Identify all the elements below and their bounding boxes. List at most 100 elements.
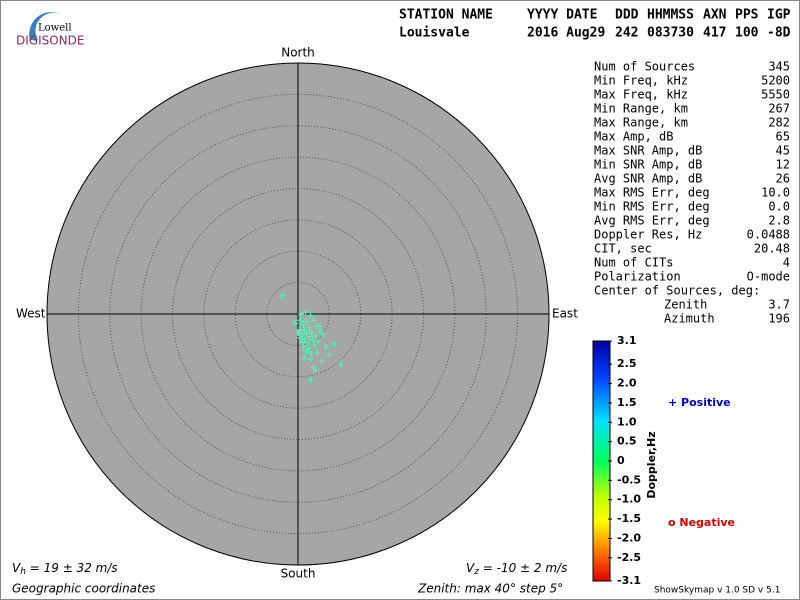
source-point xyxy=(307,312,314,319)
colorbar-tick-label: -1.5 xyxy=(617,512,641,525)
header-label: AXN xyxy=(703,8,727,23)
zenith-note: Zenith: max 40° step 5° xyxy=(417,582,563,596)
stat-label: Avg SNR Amp, dB xyxy=(594,172,702,186)
source-point xyxy=(331,341,338,348)
source-point xyxy=(302,309,309,316)
stat-label: Max Amp, dB xyxy=(594,130,673,144)
stat-label: Min Freq, kHz xyxy=(594,74,688,88)
source-point xyxy=(305,345,312,352)
velocity-sub: z xyxy=(473,567,479,577)
stat-label: Min RMS Err, deg xyxy=(594,200,710,214)
header-label: YYYY DATE xyxy=(527,8,597,23)
source-point xyxy=(316,323,323,330)
source-point xyxy=(301,336,308,343)
stat-value: 20.48 xyxy=(754,242,790,256)
stat-value: O-mode xyxy=(747,270,790,284)
header-value: 100 xyxy=(735,26,759,41)
source-point xyxy=(323,344,330,351)
stat-value: 0.0488 xyxy=(747,228,790,242)
source-point xyxy=(303,330,310,337)
colorbar-tick-label: 2.0 xyxy=(617,377,637,390)
colorbar xyxy=(592,340,611,582)
logo-top: Lowell xyxy=(38,23,72,34)
header-value: 242 xyxy=(615,26,638,41)
stat-value: 45 xyxy=(776,144,790,158)
header-value: Louisvale xyxy=(399,26,470,41)
stat-label: Min Range, km xyxy=(594,102,688,116)
header-value: 2016 Aug29 xyxy=(527,26,605,41)
coordinates-note: Geographic coordinates xyxy=(12,582,155,596)
source-point xyxy=(307,376,314,383)
source-point xyxy=(308,329,315,336)
stat-value: 5200 xyxy=(761,74,790,88)
header-label: PPS xyxy=(735,8,759,23)
colorbar-tick-label: 2.5 xyxy=(617,357,637,370)
stat-value: 10.0 xyxy=(761,186,790,200)
source-point xyxy=(303,348,310,355)
source-point xyxy=(279,292,286,299)
colorbar-tick-label: -1.0 xyxy=(617,493,641,506)
stat-value: 26 xyxy=(776,172,790,186)
source-point xyxy=(301,354,308,361)
header-value: -8D xyxy=(767,26,791,41)
colorbar-tick-label: -0.5 xyxy=(617,473,641,486)
logo-swoosh xyxy=(29,12,60,40)
velocity-vh: Vh = 19 ± 32 m/s xyxy=(12,561,118,577)
direction-north: North xyxy=(281,46,315,60)
source-point xyxy=(301,327,308,334)
stat-label: Max RMS Err, deg xyxy=(594,186,710,200)
logo-bottom: DIGISONDE xyxy=(16,34,84,48)
source-point xyxy=(312,332,319,339)
stat-value: 282 xyxy=(768,116,790,130)
source-point xyxy=(298,331,305,338)
source-point xyxy=(312,367,319,374)
stat-label: Polarization xyxy=(594,270,681,284)
source-point xyxy=(337,361,344,368)
header-label: HHMMSS xyxy=(647,8,694,23)
source-point xyxy=(306,324,313,331)
colorbar-tick-label: -3.1 xyxy=(617,574,641,587)
source-point xyxy=(313,349,320,356)
source-point xyxy=(297,317,304,324)
stat-value: 4 xyxy=(783,256,790,270)
source-point xyxy=(295,329,301,336)
legend-negative: o Negative xyxy=(668,516,735,529)
velocity-text: = 19 ± 32 m/s xyxy=(26,561,118,575)
source-point xyxy=(310,317,317,324)
source-point xyxy=(296,326,303,333)
stat-value: 5550 xyxy=(761,88,790,102)
stat-value: 2.8 xyxy=(768,214,790,228)
source-point xyxy=(310,364,317,371)
stat-label: Doppler Res, Hz xyxy=(594,228,702,242)
colorbar-tick-label: -2.5 xyxy=(617,551,641,564)
center-label: Zenith xyxy=(664,298,707,312)
version-note: ShowSkymap v 1.0 SD v 5.1 xyxy=(654,586,780,596)
stat-label: Max Freq, kHz xyxy=(594,88,688,102)
source-point xyxy=(299,339,306,346)
direction-east: East xyxy=(552,307,578,321)
direction-south: South xyxy=(281,567,316,581)
center-label: Azimuth xyxy=(664,312,715,326)
colorbar-tick-label: -2.0 xyxy=(617,531,641,544)
stat-label: CIT, sec xyxy=(594,242,652,256)
velocity-text: = -10 ± 2 m/s xyxy=(479,561,567,575)
stat-value: 65 xyxy=(776,130,790,144)
stat-label: Max SNR Amp, dB xyxy=(594,144,702,158)
colorbar-tick-label: 0.5 xyxy=(617,435,637,448)
stat-label: Num of Sources xyxy=(594,60,695,74)
source-point xyxy=(307,356,314,363)
stat-value: 12 xyxy=(776,158,790,172)
stat-value: 345 xyxy=(768,60,790,74)
source-point xyxy=(306,333,313,340)
legend-positive: + Positive xyxy=(668,396,731,409)
stat-label: Num of CITs xyxy=(594,256,673,270)
stat-value: 267 xyxy=(768,102,790,116)
source-point xyxy=(300,343,307,350)
center-value: 196 xyxy=(768,312,790,326)
header-value: 083730 xyxy=(647,26,694,41)
source-point xyxy=(308,350,315,357)
source-point xyxy=(311,342,318,349)
source-point xyxy=(291,320,298,327)
stat-label: Min SNR Amp, dB xyxy=(594,158,702,172)
